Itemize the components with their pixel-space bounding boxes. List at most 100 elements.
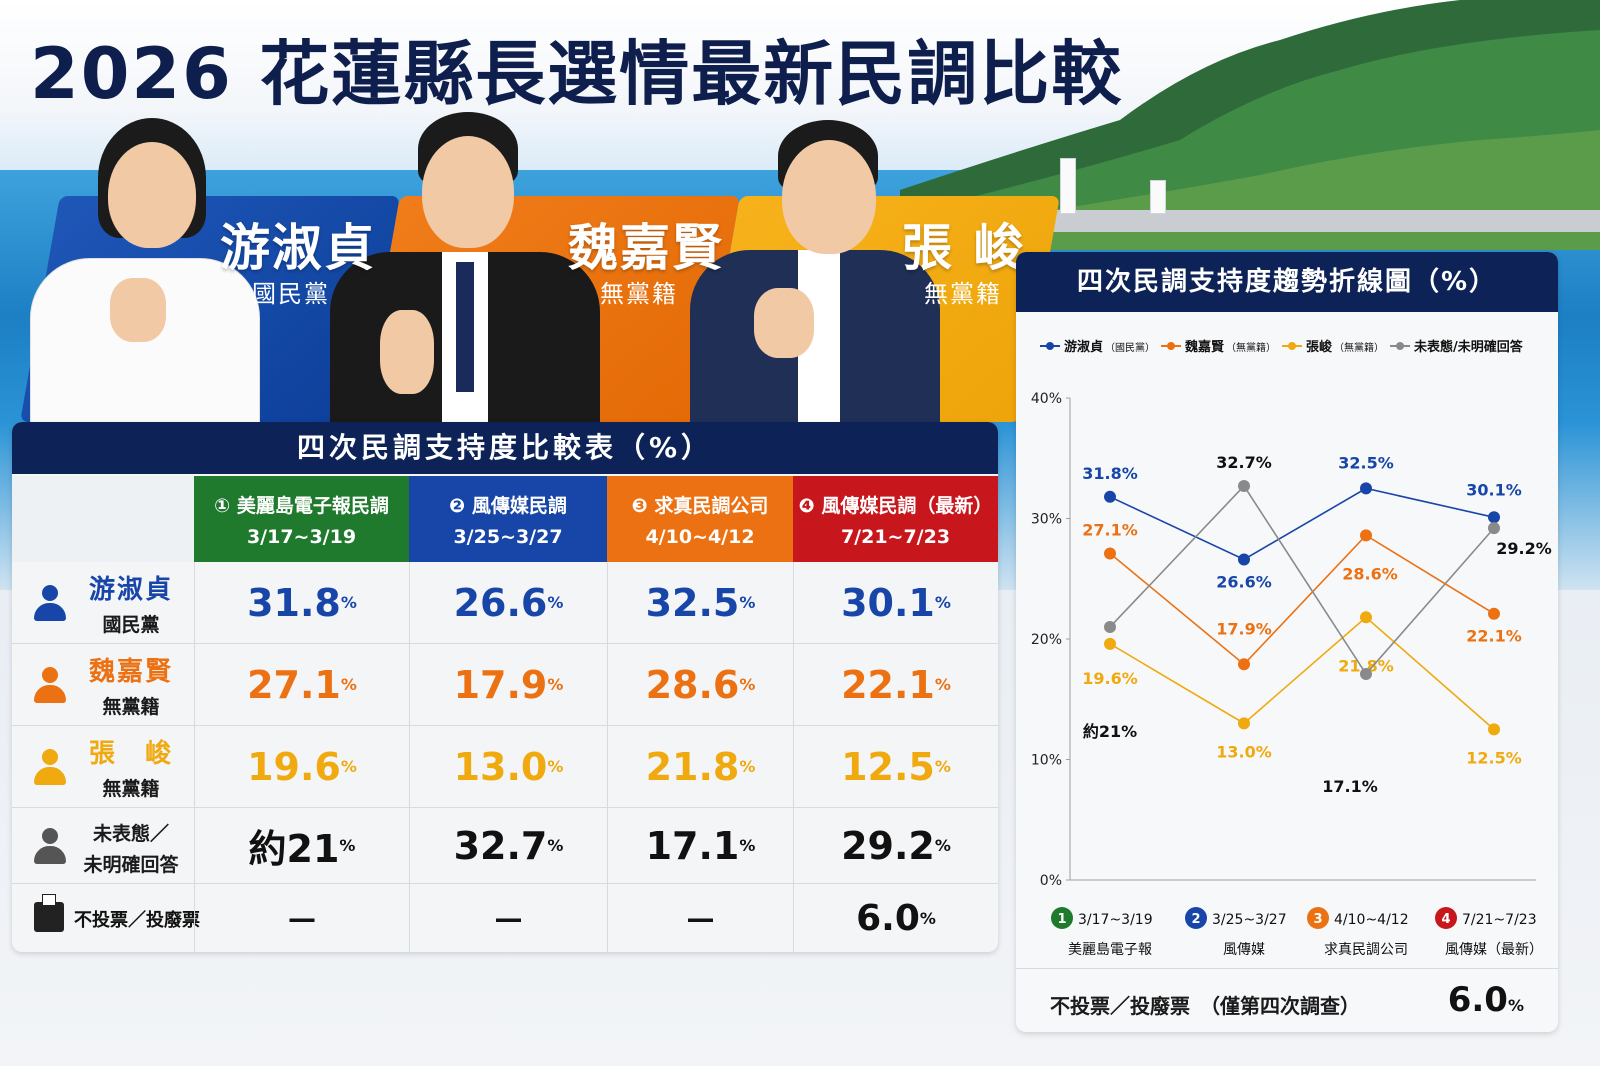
candidate-name-you: 游淑貞 xyxy=(220,219,376,277)
person-icon-body xyxy=(34,685,66,703)
table-corner-cell xyxy=(12,476,194,562)
column-header-1: ① 美麗島電子報民調 3/17~3/19 xyxy=(194,476,409,562)
cell-unit: % xyxy=(934,757,951,776)
person-icon-head xyxy=(42,749,58,765)
data-label: 29.2% xyxy=(1496,539,1552,558)
legend-tag: （無黨籍） xyxy=(1226,341,1276,354)
candidate-label: 游淑貞 xyxy=(88,574,173,605)
data-point xyxy=(1488,522,1500,535)
data-label: 12.5% xyxy=(1466,748,1522,767)
cell-value: 28.6 xyxy=(645,662,740,707)
lighthouse-left xyxy=(1060,158,1076,214)
cell-unit: % xyxy=(340,675,357,694)
data-label: 30.1% xyxy=(1466,480,1522,499)
x-category-source: 求真民調公司 xyxy=(1324,942,1408,958)
cell-unit: % xyxy=(934,675,951,694)
candidate-party-you: 國民黨 xyxy=(252,280,330,308)
table-cell: — xyxy=(194,884,409,952)
table-cell: 29.2% xyxy=(793,808,998,883)
data-point xyxy=(1488,607,1500,620)
candidate-party-wei: 無黨籍 xyxy=(600,280,678,308)
data-point xyxy=(1360,482,1372,495)
data-label: 27.1% xyxy=(1082,520,1138,539)
x-tick-label: 7/21~7/23 xyxy=(1462,912,1537,928)
candidate-name-wei: 魏嘉賢 xyxy=(568,219,724,277)
column-date: 7/21~7/23 xyxy=(840,525,951,548)
person-icon xyxy=(34,585,66,621)
table-cell: 6.0% xyxy=(793,884,998,952)
page-title: 2026 花蓮縣長選情最新民調比較 xyxy=(30,33,1124,115)
ballot-paper-icon xyxy=(42,894,56,906)
legend-label: 游淑貞 xyxy=(1064,339,1103,355)
party-label: 無黨籍 xyxy=(102,695,160,718)
data-point xyxy=(1360,667,1372,680)
column-date: 4/10~4/12 xyxy=(645,525,755,548)
table-row: 游淑貞 國民黨 31.8% 26.6% 32.5% 30.1% xyxy=(12,562,998,644)
table-cell: — xyxy=(409,884,607,952)
column-header-3: ❸ 求真民調公司 4/10~4/12 xyxy=(607,476,793,562)
candidate-photo-zhang xyxy=(690,120,940,423)
category-number-badge xyxy=(1307,907,1329,929)
cell-value: — xyxy=(686,901,715,935)
series-line xyxy=(1109,534,1495,666)
table-cell: 12.5% xyxy=(793,726,998,807)
person-icon-head xyxy=(42,667,58,683)
legend-tag: （國民黨） xyxy=(1105,341,1155,354)
ballot-box-icon xyxy=(34,894,64,932)
data-point xyxy=(1360,611,1372,624)
cell-unit: % xyxy=(547,675,564,694)
footer-divider xyxy=(1016,968,1558,969)
category-number: 2 xyxy=(1191,912,1200,927)
legend-label: 張峻 xyxy=(1306,339,1333,355)
candidate-label: 張 峻 xyxy=(88,738,173,769)
cell-unit: % xyxy=(934,593,951,612)
x-category-source: 美麗島電子報 xyxy=(1068,942,1152,958)
table-cell: 22.1% xyxy=(793,644,998,725)
table-row: 魏嘉賢 無黨籍 27.1% 17.9% 28.6% 22.1% xyxy=(12,644,998,726)
x-tick-label: 4/10~4/12 xyxy=(1334,912,1409,928)
person-icon-body xyxy=(34,603,66,621)
cell-value: 約21 xyxy=(248,827,340,871)
data-point xyxy=(1238,717,1250,730)
category-number-badge xyxy=(1435,907,1457,929)
footer-value-unit: % xyxy=(1507,996,1524,1015)
cell-unit: % xyxy=(739,836,756,855)
cell-unit: % xyxy=(547,593,564,612)
party-label: 無黨籍 xyxy=(102,777,160,800)
cell-value: 13.0 xyxy=(453,744,548,789)
table-cell: 32.5% xyxy=(607,562,793,643)
x-category-source: 風傳媒（最新） xyxy=(1445,942,1543,958)
table-cell: 19.6% xyxy=(194,726,409,807)
data-point xyxy=(1488,723,1500,736)
data-point xyxy=(1238,553,1250,566)
data-point xyxy=(1104,547,1116,560)
column-date: 3/17~3/19 xyxy=(246,525,357,548)
table-cell: 17.1% xyxy=(607,808,793,883)
cell-value: 6.0 xyxy=(856,897,920,939)
x-tick-label: 3/17~3/19 xyxy=(1078,912,1153,928)
table-row-invalid: 不投票／投廢票 — — — 6.0% xyxy=(12,884,998,952)
cell-unit: % xyxy=(340,593,357,612)
table-cell: 17.9% xyxy=(409,644,607,725)
candidate-party-zhang: 無黨籍 xyxy=(924,280,1002,308)
column-source: 風傳媒民調 xyxy=(471,494,567,517)
data-point xyxy=(1488,511,1500,524)
pier xyxy=(1050,210,1600,232)
cell-value: 26.6 xyxy=(453,580,548,625)
table-cell: 31.8% xyxy=(194,562,409,643)
cell-value: 21.8 xyxy=(645,744,740,789)
person-icon-body xyxy=(34,767,66,785)
x-category-source: 風傳媒 xyxy=(1223,942,1265,958)
cell-value: — xyxy=(288,901,316,935)
table-header-row: ① 美麗島電子報民調 3/17~3/19 ❷ 風傳媒民調 3/25~3/27 ❸… xyxy=(12,476,998,562)
table-cell: 27.1% xyxy=(194,644,409,725)
party-label: 國民黨 xyxy=(102,613,160,636)
legend-marker xyxy=(1167,342,1176,350)
data-point xyxy=(1360,529,1372,542)
data-point xyxy=(1104,490,1116,503)
column-number: ❷ xyxy=(449,494,466,517)
table-cell: 21.8% xyxy=(607,726,793,807)
y-tick-label: 20% xyxy=(1031,632,1062,648)
cell-value: 32.7 xyxy=(453,823,548,868)
data-label: 約21% xyxy=(1083,722,1137,741)
